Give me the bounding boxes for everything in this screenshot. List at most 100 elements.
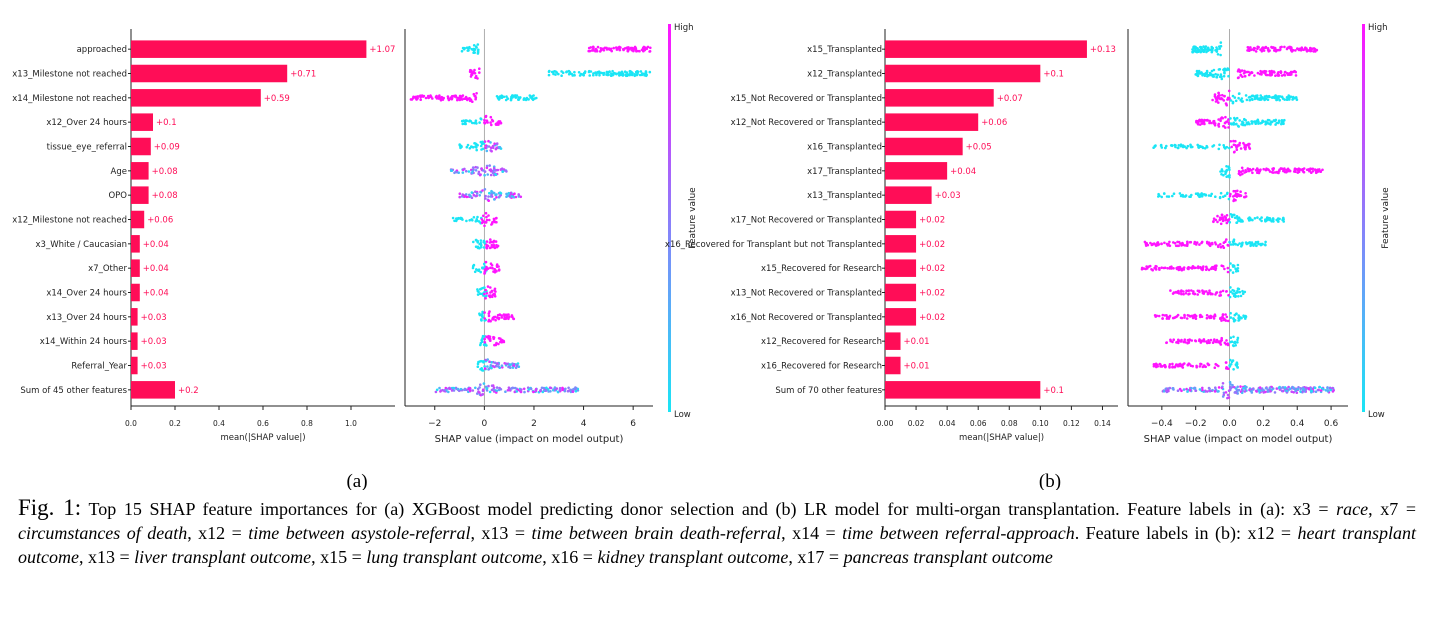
shap-point bbox=[1231, 383, 1234, 387]
shap-point bbox=[494, 147, 498, 150]
shap-point bbox=[1259, 122, 1262, 125]
x-tick-label: 0.06 bbox=[970, 419, 987, 428]
shap-point bbox=[488, 191, 491, 195]
shap-point bbox=[1219, 294, 1223, 297]
shap-point bbox=[1244, 94, 1248, 97]
shap-point bbox=[1283, 45, 1286, 49]
shap-point bbox=[476, 215, 479, 219]
caption-segment: , x14 = bbox=[781, 523, 843, 543]
shap-point bbox=[1303, 390, 1307, 393]
shap-point bbox=[596, 45, 600, 49]
shap-point bbox=[1184, 292, 1188, 295]
shap-point bbox=[505, 170, 508, 173]
shap-point bbox=[1214, 266, 1218, 270]
shap-point bbox=[1178, 192, 1182, 195]
shap-point bbox=[1234, 387, 1238, 390]
shap-point bbox=[467, 170, 471, 173]
shap-point bbox=[469, 98, 473, 101]
shap-point bbox=[1229, 117, 1232, 120]
shap-point bbox=[1241, 100, 1244, 103]
bar-value-label: +0.02 bbox=[919, 240, 945, 250]
shap-point bbox=[1236, 267, 1240, 270]
shap-point bbox=[1196, 74, 1200, 78]
shap-point bbox=[568, 72, 572, 76]
shap-point bbox=[1217, 147, 1221, 151]
bar bbox=[131, 89, 261, 107]
shap-point bbox=[1224, 216, 1227, 220]
shap-point bbox=[1221, 169, 1224, 173]
shap-point bbox=[1268, 70, 1271, 73]
shap-point bbox=[492, 191, 496, 195]
shap-point bbox=[1214, 243, 1218, 246]
shap-point bbox=[493, 198, 496, 201]
shap-point bbox=[472, 263, 476, 267]
shap-point bbox=[588, 74, 591, 77]
shap-point bbox=[1266, 218, 1269, 222]
x-axis-label: mean(|SHAP value|) bbox=[959, 433, 1044, 443]
shap-point bbox=[1269, 123, 1272, 126]
shap-point bbox=[622, 47, 625, 51]
shap-point bbox=[1213, 338, 1216, 341]
caption-segment: . Feature labels in (b): x12 = bbox=[1074, 523, 1298, 543]
shap-point bbox=[1209, 338, 1213, 342]
shap-point bbox=[1211, 145, 1214, 148]
shap-point bbox=[475, 46, 478, 49]
shap-point bbox=[1285, 72, 1289, 75]
shap-point bbox=[489, 173, 493, 177]
shap-point bbox=[469, 75, 473, 78]
shap-point bbox=[472, 216, 476, 219]
shap-point bbox=[1229, 192, 1232, 196]
shap-point bbox=[474, 386, 477, 390]
shap-point bbox=[1248, 216, 1251, 219]
shap-point bbox=[471, 100, 474, 103]
shap-point bbox=[478, 386, 481, 389]
shap-point bbox=[484, 358, 488, 362]
shap-point bbox=[493, 365, 496, 369]
shap-point bbox=[1156, 242, 1160, 245]
shap-point bbox=[499, 192, 503, 195]
shap-point bbox=[1212, 119, 1216, 123]
shap-point bbox=[1226, 243, 1230, 247]
shap-point bbox=[480, 243, 483, 247]
shap-point bbox=[479, 241, 483, 245]
x-tick-label: 0.00 bbox=[877, 419, 894, 428]
shap-point bbox=[1223, 121, 1227, 125]
shap-point bbox=[485, 243, 488, 247]
shap-point bbox=[513, 390, 517, 394]
shap-point bbox=[489, 149, 493, 152]
bar bbox=[885, 356, 901, 375]
shap-point bbox=[579, 72, 583, 76]
shap-point bbox=[1171, 362, 1174, 366]
shap-point bbox=[483, 140, 487, 143]
shap-point bbox=[1219, 41, 1223, 44]
shap-point bbox=[504, 390, 507, 394]
shap-point bbox=[1248, 241, 1251, 244]
shap-point bbox=[1211, 98, 1214, 102]
shap-point bbox=[1277, 220, 1280, 223]
shap-point bbox=[1197, 289, 1201, 293]
shap-point bbox=[1223, 67, 1226, 71]
shap-point bbox=[1210, 45, 1213, 49]
shap-point bbox=[610, 72, 613, 75]
shap-point bbox=[1236, 243, 1240, 247]
shap-point bbox=[472, 92, 476, 96]
shap-point bbox=[484, 211, 488, 215]
shap-point bbox=[1235, 215, 1239, 218]
shap-point bbox=[1244, 170, 1248, 173]
shap-point bbox=[1177, 268, 1181, 272]
shap-point bbox=[483, 270, 487, 274]
shap-point bbox=[1180, 316, 1184, 320]
colorbar-strip bbox=[1362, 24, 1365, 412]
shap-point bbox=[492, 292, 496, 296]
caption-segment: kidney transplant outcome bbox=[597, 547, 789, 567]
shap-point bbox=[1209, 194, 1213, 198]
shap-point bbox=[1232, 150, 1236, 154]
shap-point bbox=[1182, 340, 1186, 344]
shap-point bbox=[476, 392, 479, 395]
shap-point bbox=[1280, 167, 1284, 170]
shap-point bbox=[1194, 389, 1197, 393]
shap-point bbox=[1244, 145, 1247, 149]
shap-point bbox=[1230, 340, 1234, 344]
x-tick-label: 0.4 bbox=[213, 419, 225, 428]
shap-point bbox=[1208, 289, 1211, 293]
